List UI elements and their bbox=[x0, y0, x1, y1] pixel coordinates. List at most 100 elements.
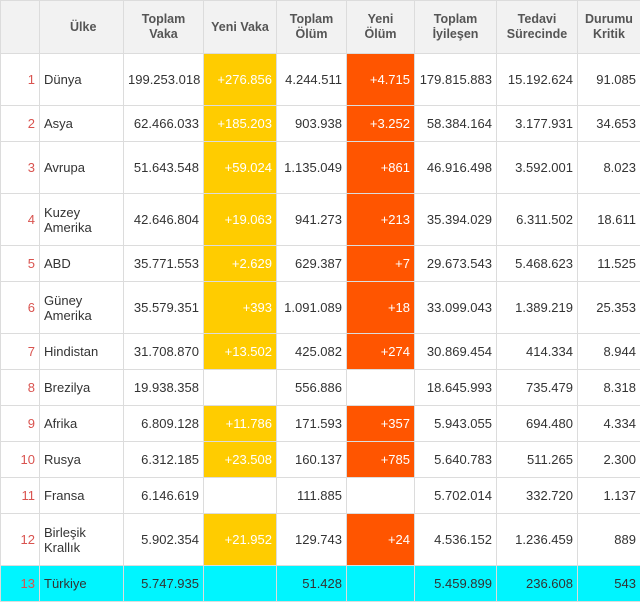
header-index bbox=[0, 0, 40, 54]
country-name[interactable]: Kuzey Amerika bbox=[39, 193, 124, 246]
row-index: 8 bbox=[0, 369, 40, 406]
total-deaths-cell: 1.091.089 bbox=[276, 281, 347, 334]
critical-cell: 18.611 bbox=[577, 193, 640, 246]
country-name[interactable]: Fransa bbox=[39, 477, 124, 514]
new-cases-cell: +393 bbox=[203, 281, 277, 334]
active-cell: 5.468.623 bbox=[496, 245, 578, 282]
row-index: 11 bbox=[0, 477, 40, 514]
total-deaths-cell: 629.387 bbox=[276, 245, 347, 282]
new-deaths-cell bbox=[346, 565, 415, 602]
total-cases-cell: 31.708.870 bbox=[123, 333, 204, 370]
header-total-recovered[interactable]: Toplam İyileşen bbox=[414, 0, 497, 54]
new-deaths-cell: +4.715 bbox=[346, 53, 415, 106]
total-cases-cell: 35.771.553 bbox=[123, 245, 204, 282]
row-index: 2 bbox=[0, 105, 40, 142]
total-deaths-cell: 941.273 bbox=[276, 193, 347, 246]
new-cases-cell: +185.203 bbox=[203, 105, 277, 142]
new-cases-cell bbox=[203, 369, 277, 406]
new-cases-cell: +59.024 bbox=[203, 141, 277, 194]
critical-cell: 11.525 bbox=[577, 245, 640, 282]
table-row: 8 Brezilya 19.938.358 556.886 18.645.993 735.… bbox=[0, 369, 640, 406]
total-recovered-cell: 4.536.152 bbox=[414, 513, 497, 566]
header-new-cases[interactable]: Yeni Vaka bbox=[203, 0, 277, 54]
row-index: 1 bbox=[0, 53, 40, 106]
country-name[interactable]: Brezilya bbox=[39, 369, 124, 406]
country-name[interactable]: ABD bbox=[39, 245, 124, 282]
active-cell: 236.608 bbox=[496, 565, 578, 602]
total-recovered-cell: 35.394.029 bbox=[414, 193, 497, 246]
active-cell: 332.720 bbox=[496, 477, 578, 514]
critical-cell: 543 bbox=[577, 565, 640, 602]
total-deaths-cell: 171.593 bbox=[276, 405, 347, 442]
table-row: 4 Kuzey Amerika 42.646.804 +19.063 941.273 +2… bbox=[0, 193, 640, 246]
table-row: 5 ABD 35.771.553 +2.629 629.387 +7 29.673.543 5… bbox=[0, 245, 640, 282]
new-cases-cell: +19.063 bbox=[203, 193, 277, 246]
country-name[interactable]: Rusya bbox=[39, 441, 124, 478]
row-index: 6 bbox=[0, 281, 40, 334]
total-cases-cell: 35.579.351 bbox=[123, 281, 204, 334]
country-name[interactable]: Hindistan bbox=[39, 333, 124, 370]
total-recovered-cell: 5.702.014 bbox=[414, 477, 497, 514]
country-name[interactable]: Güney Amerika bbox=[39, 281, 124, 334]
new-deaths-cell: +7 bbox=[346, 245, 415, 282]
total-deaths-cell: 4.244.511 bbox=[276, 53, 347, 106]
new-deaths-cell bbox=[346, 477, 415, 514]
table-header: Ülke Toplam Vaka Yeni Vaka Toplam Ölüm Y… bbox=[0, 0, 640, 54]
country-name[interactable]: Afrika bbox=[39, 405, 124, 442]
country-name[interactable]: Dünya bbox=[39, 53, 124, 106]
table-row: 6 Güney Amerika 35.579.351 +393 1.091.089 +18… bbox=[0, 281, 640, 334]
new-cases-cell: +276.856 bbox=[203, 53, 277, 106]
critical-cell: 8.318 bbox=[577, 369, 640, 406]
country-name[interactable]: Birleşik Krallık bbox=[39, 513, 124, 566]
row-index: 3 bbox=[0, 141, 40, 194]
new-cases-cell: +2.629 bbox=[203, 245, 277, 282]
new-cases-cell: +23.508 bbox=[203, 441, 277, 478]
header-new-deaths[interactable]: Yeni Ölüm bbox=[346, 0, 415, 54]
total-deaths-cell: 425.082 bbox=[276, 333, 347, 370]
critical-cell: 91.085 bbox=[577, 53, 640, 106]
total-recovered-cell: 33.099.043 bbox=[414, 281, 497, 334]
critical-cell: 1.137 bbox=[577, 477, 640, 514]
table-body: 1 Dünya 199.253.018 +276.856 4.244.511 +4.715… bbox=[0, 53, 640, 602]
row-index: 5 bbox=[0, 245, 40, 282]
total-deaths-cell: 903.938 bbox=[276, 105, 347, 142]
table-row: 9 Afrika 6.809.128 +11.786 171.593 +357 5.943.… bbox=[0, 405, 640, 442]
country-name[interactable]: Asya bbox=[39, 105, 124, 142]
table-row: 3 Avrupa 51.643.548 +59.024 1.135.049 +861 46.… bbox=[0, 141, 640, 194]
header-total-deaths[interactable]: Toplam Ölüm bbox=[276, 0, 347, 54]
table-row: 1 Dünya 199.253.018 +276.856 4.244.511 +4.715… bbox=[0, 53, 640, 106]
critical-cell: 8.023 bbox=[577, 141, 640, 194]
active-cell: 694.480 bbox=[496, 405, 578, 442]
new-deaths-cell: +861 bbox=[346, 141, 415, 194]
new-deaths-cell bbox=[346, 369, 415, 406]
table-row: 12 Birleşik Krallık 5.902.354 +21.952 129.74… bbox=[0, 513, 640, 566]
header-active[interactable]: Tedavi Sürecinde bbox=[496, 0, 578, 54]
total-recovered-cell: 58.384.164 bbox=[414, 105, 497, 142]
total-cases-cell: 6.312.185 bbox=[123, 441, 204, 478]
active-cell: 3.592.001 bbox=[496, 141, 578, 194]
total-recovered-cell: 5.459.899 bbox=[414, 565, 497, 602]
new-cases-cell: +21.952 bbox=[203, 513, 277, 566]
table-row: 10 Rusya 6.312.185 +23.508 160.137 +785 5.640.… bbox=[0, 441, 640, 478]
total-cases-cell: 5.747.935 bbox=[123, 565, 204, 602]
header-critical[interactable]: Durumu Kritik bbox=[577, 0, 640, 54]
active-cell: 414.334 bbox=[496, 333, 578, 370]
row-index: 7 bbox=[0, 333, 40, 370]
country-name[interactable]: Türkiye bbox=[39, 565, 124, 602]
new-deaths-cell: +357 bbox=[346, 405, 415, 442]
table-row: 13 Türkiye 5.747.935 51.428 5.459.899 236.608… bbox=[0, 565, 640, 602]
critical-cell: 2.300 bbox=[577, 441, 640, 478]
total-deaths-cell: 129.743 bbox=[276, 513, 347, 566]
total-recovered-cell: 29.673.543 bbox=[414, 245, 497, 282]
header-country[interactable]: Ülke bbox=[39, 0, 124, 54]
new-deaths-cell: +213 bbox=[346, 193, 415, 246]
header-total-cases[interactable]: Toplam Vaka bbox=[123, 0, 204, 54]
critical-cell: 34.653 bbox=[577, 105, 640, 142]
active-cell: 1.389.219 bbox=[496, 281, 578, 334]
total-cases-cell: 6.146.619 bbox=[123, 477, 204, 514]
country-name[interactable]: Avrupa bbox=[39, 141, 124, 194]
active-cell: 511.265 bbox=[496, 441, 578, 478]
new-deaths-cell: +24 bbox=[346, 513, 415, 566]
total-deaths-cell: 51.428 bbox=[276, 565, 347, 602]
total-cases-cell: 42.646.804 bbox=[123, 193, 204, 246]
